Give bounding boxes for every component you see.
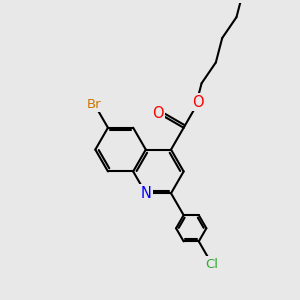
Text: O: O	[193, 95, 204, 110]
Text: Cl: Cl	[206, 258, 218, 271]
Text: O: O	[152, 106, 164, 121]
Text: Br: Br	[87, 98, 102, 111]
Text: N: N	[140, 186, 151, 201]
